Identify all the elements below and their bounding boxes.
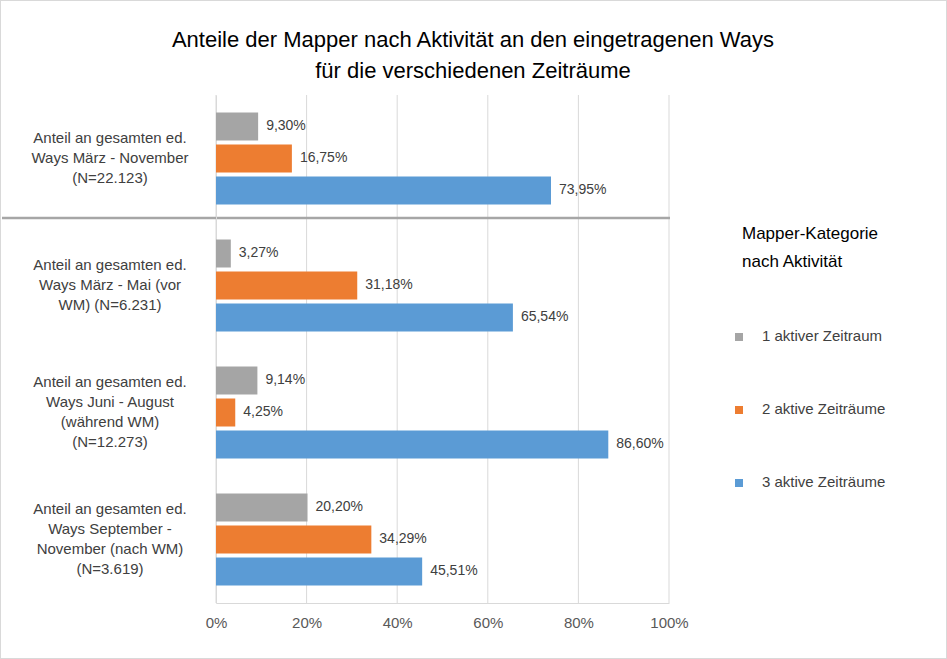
separator xyxy=(2,217,670,220)
x-tick: 80% xyxy=(564,603,594,631)
bar xyxy=(216,558,422,586)
x-axis-line xyxy=(217,603,670,604)
x-tick-label: 100% xyxy=(650,614,688,631)
grid-line xyxy=(397,95,398,603)
grid-line xyxy=(669,95,670,603)
legend-label: 3 aktive Zeiträume xyxy=(762,473,885,490)
y-tick: Anteil an gesamten ed.Ways Juni - August… xyxy=(33,372,216,449)
bar xyxy=(216,272,357,300)
data-label: 86,60% xyxy=(616,435,663,451)
legend-key xyxy=(735,406,743,414)
data-label: 31,18% xyxy=(365,276,412,292)
data-label: 20,20% xyxy=(316,498,363,514)
chart-frame xyxy=(1,1,947,659)
bar xyxy=(216,526,371,554)
y-axis: Anteil an gesamten ed.Ways März - Novemb… xyxy=(32,96,217,604)
legend-key xyxy=(735,479,743,487)
y-tick-label: Anteil an gesamten ed.Ways März - Mai (v… xyxy=(33,255,186,312)
y-tick-label: Anteil an gesamten ed.Ways September -No… xyxy=(33,499,186,576)
x-tick-label: 0% xyxy=(206,614,228,631)
bar xyxy=(216,304,513,332)
data-label: 9,14% xyxy=(265,371,305,387)
x-tick-label: 20% xyxy=(292,614,322,631)
data-label: 73,95% xyxy=(559,181,606,197)
bars xyxy=(216,113,608,586)
y-tick-label: Anteil an gesamten ed.Ways März - Novemb… xyxy=(32,128,189,185)
data-labels: 9,30% 3,27% 9,14% 20,20% 16,75% 31,18% 4,25% 34… xyxy=(239,117,664,578)
legend-key xyxy=(735,333,743,341)
data-label: 65,54% xyxy=(521,308,568,324)
y-tick: Anteil an gesamten ed.Ways März - Novemb… xyxy=(32,128,216,185)
legend-title: Mapper-Kategorienach Aktivität xyxy=(742,224,878,271)
x-tick: 40% xyxy=(383,603,413,631)
y-tick-label: Anteil an gesamten ed.Ways Juni - August… xyxy=(33,372,186,449)
bar xyxy=(216,145,292,173)
data-label: 3,27% xyxy=(239,244,279,260)
bar xyxy=(216,240,231,268)
data-label: 34,29% xyxy=(379,530,426,546)
bar xyxy=(216,494,308,522)
bar xyxy=(216,367,257,395)
x-tick: 20% xyxy=(292,603,322,631)
y-tick: Anteil an gesamten ed.Ways März - Mai (v… xyxy=(33,255,216,312)
data-label: 4,25% xyxy=(243,403,283,419)
legend-label: 2 aktive Zeiträume xyxy=(762,400,885,417)
bar xyxy=(216,177,551,205)
grid xyxy=(216,95,669,603)
x-tick: 0% xyxy=(206,603,228,631)
data-label: 45,51% xyxy=(430,562,477,578)
grid-line xyxy=(487,95,488,603)
chart: Anteile der Mapper nach Aktivität an den… xyxy=(0,0,947,659)
x-tick: 60% xyxy=(473,603,503,631)
bar xyxy=(216,113,258,141)
grid-line xyxy=(578,95,579,603)
legend-label: 1 aktiver Zeitraum xyxy=(762,327,882,344)
bar xyxy=(216,431,608,459)
x-axis: 0% 20% 40% 60% 80% 100% xyxy=(206,603,689,631)
x-tick: 100% xyxy=(650,603,688,631)
title: Anteile der Mapper nach Aktivität an den… xyxy=(172,26,774,82)
data-label: 9,30% xyxy=(266,117,306,133)
x-tick-label: 80% xyxy=(564,614,594,631)
bar xyxy=(216,399,235,427)
data-label: 16,75% xyxy=(300,149,347,165)
x-tick-label: 60% xyxy=(473,614,503,631)
x-tick-label: 40% xyxy=(383,614,413,631)
y-tick: Anteil an gesamten ed.Ways September -No… xyxy=(33,499,216,576)
legend: Mapper-Kategorienach Aktivität 1 aktiver … xyxy=(735,224,885,489)
